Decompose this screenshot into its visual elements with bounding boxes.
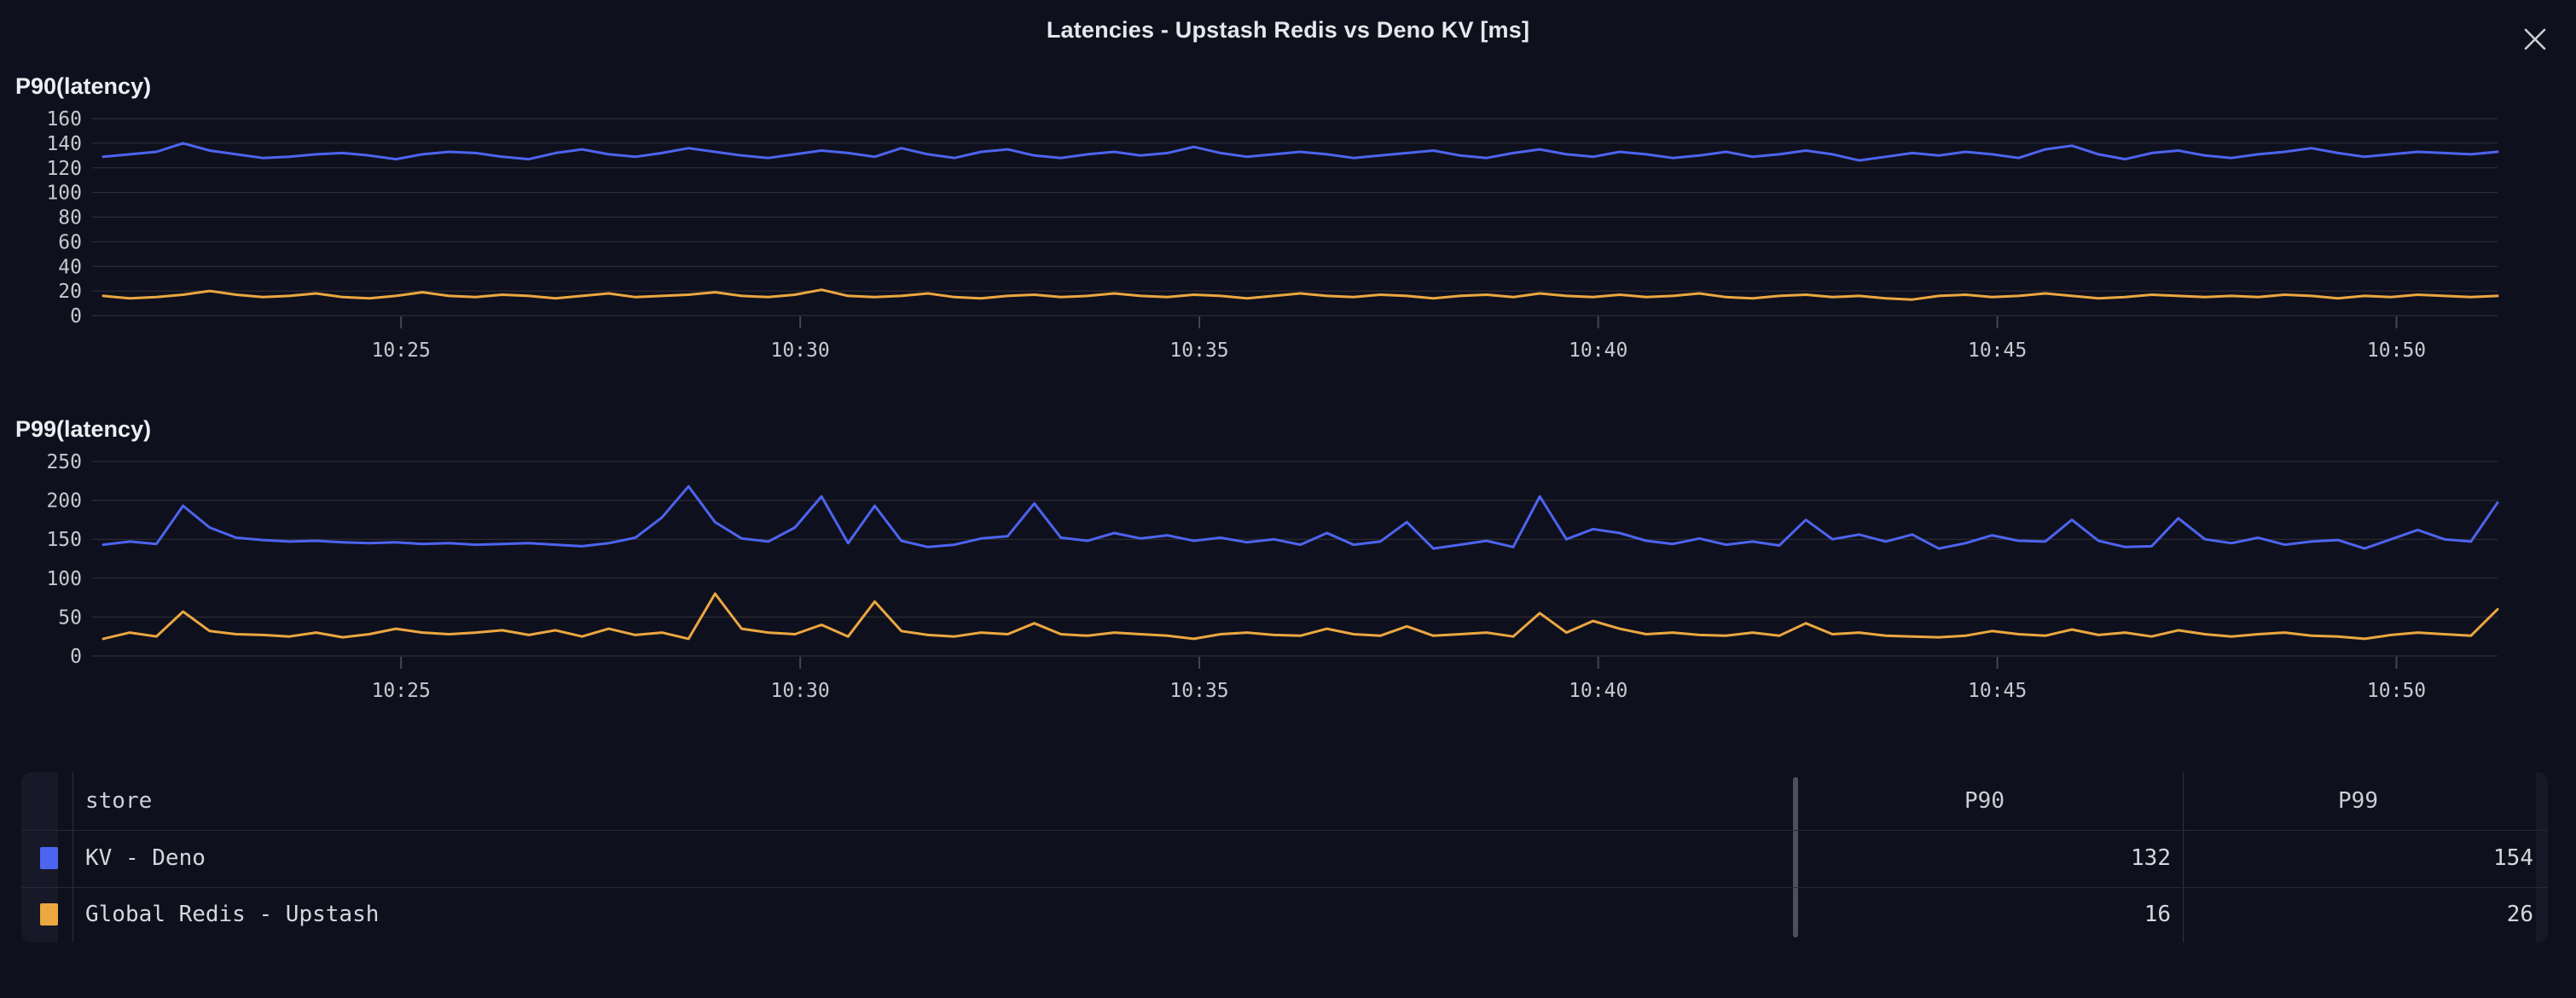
table-row-separator [21,830,2548,831]
table-row-store-name[interactable]: Global Redis - Upstash [85,902,380,927]
series-swatch-kv-deno [40,847,58,869]
y-axis-tick-label: 120 [46,158,82,180]
y-axis-tick-label: 80 [58,207,82,229]
table-row-store-name[interactable]: KV - Deno [85,845,206,871]
y-axis-tick-label: 250 [46,451,82,473]
p99-latency-chart: 0 50 100 150 200 250 10:25 10:30 10:35 10:40 10:45… [46,451,2499,702]
column-header-store[interactable]: store [85,788,153,814]
table-column-separator [2183,772,2184,943]
y-axis-tick-label: 200 [46,490,82,513]
summary-table: store P90 P99 KV - Deno 132 154 Global R… [21,772,2548,943]
y-axis-tick-label: 20 [58,281,82,303]
table-row-p99-value: 154 [2493,845,2533,871]
x-axis-tick-label: 10:40 [1569,680,1627,702]
chart-title-p99: P99(latency) [15,416,152,442]
column-header-p90[interactable]: P90 [1964,788,2005,814]
x-axis-tick-label: 10:35 [1169,680,1228,702]
y-axis-tick-label: 50 [58,606,82,629]
series-line-global-redis-upstash [102,288,2499,301]
y-axis-tick-label: 40 [58,256,82,278]
y-axis-tick-label: 150 [46,529,82,551]
y-axis-tick-label: 140 [46,133,82,155]
series-line-global-redis-upstash [102,592,2499,641]
x-axis-tick-label: 10:30 [770,339,829,362]
close-button[interactable] [2516,20,2554,58]
y-axis-tick-label: 100 [46,183,82,205]
series-line-kv-deno [102,484,2499,550]
page-title: Latencies - Upstash Redis vs Deno KV [ms… [1046,17,1530,43]
x-axis-tick-label: 10:25 [372,339,431,362]
series-line-kv-deno [102,142,2499,162]
close-icon [2524,28,2546,50]
table-row-p90-value: 132 [2131,845,2171,871]
table-right-gutter [2536,772,2548,943]
x-axis-tick-label: 10:50 [2367,339,2426,362]
table-row-p99-value: 26 [2506,902,2533,927]
y-axis-tick-label: 100 [46,568,82,590]
x-axis-tick-label: 10:40 [1569,339,1627,362]
x-axis-tick-label: 10:25 [372,680,431,702]
y-axis-tick-label: 0 [70,646,82,668]
x-axis-tick-label: 10:35 [1169,339,1228,362]
x-axis-tick-label: 10:45 [1968,680,2027,702]
table-row-p90-value: 16 [2144,902,2171,927]
y-axis-tick-label: 60 [58,231,82,253]
table-column-divider-handle[interactable] [1793,777,1798,937]
x-axis-tick-label: 10:50 [2367,680,2426,702]
table-row-separator [21,887,2548,888]
x-axis-tick-label: 10:30 [770,680,829,702]
y-axis-tick-label: 0 [70,305,82,328]
y-axis-tick-label: 160 [46,108,82,131]
column-header-p99[interactable]: P99 [2338,788,2378,814]
series-swatch-global-redis-upstash [40,903,58,925]
x-axis-tick-label: 10:45 [1968,339,2027,362]
chart-title-p90: P90(latency) [15,73,152,99]
